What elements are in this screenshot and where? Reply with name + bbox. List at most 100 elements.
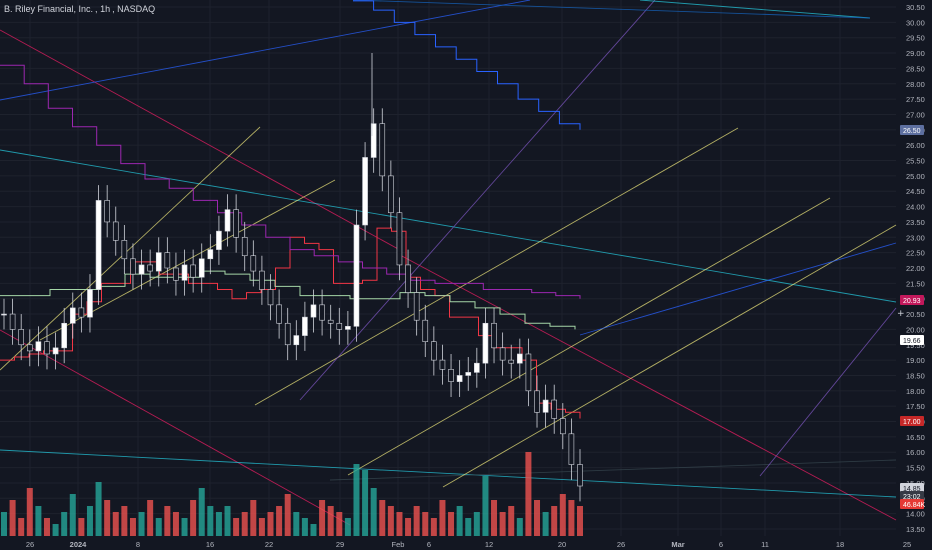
y-tick-label: 28.00 xyxy=(906,80,925,89)
candle-body xyxy=(362,157,368,226)
x-tick-label: 11 xyxy=(761,540,769,549)
candle-body xyxy=(499,347,506,361)
x-tick-label: 6 xyxy=(719,540,723,549)
candle-body xyxy=(345,326,351,330)
trend-line xyxy=(579,242,897,336)
y-tick-label: 19.00 xyxy=(906,356,925,365)
volume-bar xyxy=(319,500,326,536)
candle-body xyxy=(1,313,7,316)
candle-body xyxy=(18,329,24,346)
volume-bar xyxy=(78,518,85,536)
candle-body xyxy=(216,230,222,250)
volume-bar xyxy=(198,488,205,536)
volume-bar xyxy=(241,512,248,536)
candle-body xyxy=(448,369,454,382)
volume-bar xyxy=(525,452,532,536)
y-tick-label: 29.50 xyxy=(906,34,925,43)
candle-body xyxy=(405,264,411,293)
candle-body xyxy=(130,258,136,275)
trend-line xyxy=(347,197,831,476)
volume-bar xyxy=(129,518,136,536)
candle-body xyxy=(413,292,420,321)
volume-bar xyxy=(387,506,394,536)
candle-body xyxy=(267,289,274,306)
volume-bar xyxy=(430,518,437,536)
chart-header: B. Riley Financial, Inc., 1h, NASDAQ xyxy=(4,4,156,14)
candle-body xyxy=(95,200,102,290)
candle-body xyxy=(250,255,257,272)
candle-body xyxy=(474,362,480,373)
candle-body xyxy=(560,418,566,435)
y-tick-label: 18.00 xyxy=(906,387,925,396)
price-axis[interactable]: 13.5014.0014.5015.0015.5016.0016.5017.00… xyxy=(906,3,925,534)
y-tick-label: 16.50 xyxy=(906,433,925,442)
time-axis[interactable]: 26 2024 8 16 22 29 Feb 6 12 20 26 Mar 6 11 18 25 xyxy=(26,540,911,549)
volume-bar xyxy=(516,518,523,536)
candle-body xyxy=(508,359,515,364)
y-tick-label: 23.00 xyxy=(906,233,925,242)
volume-bar xyxy=(551,506,558,536)
volume-bar xyxy=(250,500,257,536)
candle-body xyxy=(551,399,558,419)
volume-bar xyxy=(172,512,179,536)
candle-body xyxy=(534,390,540,413)
candle-body xyxy=(431,341,437,361)
volume-bar xyxy=(301,518,308,536)
volume-bar xyxy=(499,512,506,536)
candle-body xyxy=(491,322,497,349)
candle-body xyxy=(52,347,59,355)
price-label: 17.00 xyxy=(903,419,921,426)
candle-body xyxy=(456,375,463,382)
y-tick-label: 13.50 xyxy=(906,525,925,534)
volume-bar xyxy=(353,464,360,536)
candle-body xyxy=(164,252,171,269)
candle-body xyxy=(439,359,446,370)
candle-body xyxy=(112,221,119,241)
volume-bar xyxy=(482,476,489,536)
volume-bar xyxy=(344,518,351,536)
y-tick-label: 24.50 xyxy=(906,187,925,196)
trend-line xyxy=(0,126,261,371)
volume-bar xyxy=(568,500,575,536)
moving-average-line xyxy=(353,0,581,130)
volume-bars xyxy=(1,452,583,536)
candle-body xyxy=(181,264,188,281)
volume-bar xyxy=(155,518,162,536)
candle-body xyxy=(465,372,472,376)
candle-body xyxy=(233,209,239,238)
trend-line xyxy=(254,127,739,406)
trend-line xyxy=(352,0,871,19)
trend-line xyxy=(442,224,897,488)
y-tick-label: 15.50 xyxy=(906,464,925,473)
x-tick-label: 8 xyxy=(136,540,140,549)
y-tick-label: 22.00 xyxy=(906,264,925,273)
x-tick-label: Mar xyxy=(671,540,684,549)
y-tick-label: 28.50 xyxy=(906,64,925,73)
candle-body xyxy=(542,399,549,413)
candle-body xyxy=(577,464,583,487)
volume-bar xyxy=(327,506,334,536)
candle-body xyxy=(69,307,76,324)
y-tick-label: 30.00 xyxy=(906,18,925,27)
volume-bar xyxy=(577,506,583,536)
candle-body xyxy=(9,313,16,330)
candle-body xyxy=(207,249,214,260)
candle-body xyxy=(44,341,50,355)
candle-body xyxy=(198,258,205,278)
candles xyxy=(1,53,583,502)
y-tick-label: 16.00 xyxy=(906,448,925,457)
price-label: 46.84K xyxy=(903,502,926,509)
candle-body xyxy=(87,289,93,318)
price-label-box xyxy=(900,295,924,305)
volume-bar xyxy=(473,512,480,536)
trend-line xyxy=(759,307,897,477)
candle-body xyxy=(517,353,523,364)
candle-body xyxy=(302,316,308,336)
volume-bar xyxy=(69,494,76,536)
candle-body xyxy=(190,264,196,278)
y-tick-label: 29.00 xyxy=(906,49,925,58)
price-label: 23:02 xyxy=(903,494,921,501)
price-label-box xyxy=(900,416,924,426)
volume-bar xyxy=(465,518,472,536)
